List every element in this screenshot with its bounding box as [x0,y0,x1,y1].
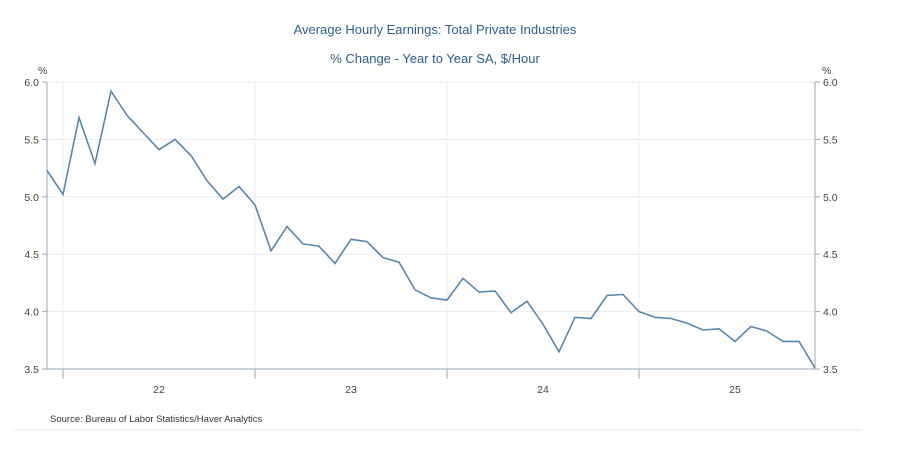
chart-subtitle: % Change - Year to Year SA, $/Hour [330,51,540,66]
x-tick-labels: 22 23 24 25 [153,384,741,396]
chart-title: Average Hourly Earnings: Total Private I… [294,22,577,37]
y-tick-label-right: 3.5 [823,364,838,376]
x-tick-label: 23 [345,384,357,396]
x-tick-label: 24 [537,384,549,396]
x-tick-label: 25 [729,384,741,396]
y-tick-label-left: 5.5 [24,134,39,146]
y-tick-label-left: 4.0 [24,307,39,319]
y-axis-unit-right: % [822,65,831,77]
source-note: Source: Bureau of Labor Statistics/Haver… [50,414,263,425]
y-tick-label-right: 6.0 [823,77,838,89]
y-tick-label-right: 5.0 [823,192,838,204]
axes [42,81,820,379]
y-tick-label-left: 4.5 [24,249,39,261]
gridlines [47,81,815,369]
y-tick-label-right: 4.0 [823,307,838,319]
series-line [46,89,816,369]
y-tick-label-left: 5.0 [24,192,39,204]
y-tick-label-left: 6.0 [24,77,39,89]
y-tick-label-right: 5.5 [823,134,838,146]
y-tick-labels: 3.5 3.5 4.0 4.0 4.5 4.5 5.0 5.0 5.5 5.5 6.0 6.0 [24,77,837,376]
y-axis-unit-left: % [38,65,47,77]
y-tick-label-right: 4.5 [823,249,838,261]
y-tick-label-left: 3.5 [24,364,39,376]
x-tick-label: 22 [153,384,165,396]
